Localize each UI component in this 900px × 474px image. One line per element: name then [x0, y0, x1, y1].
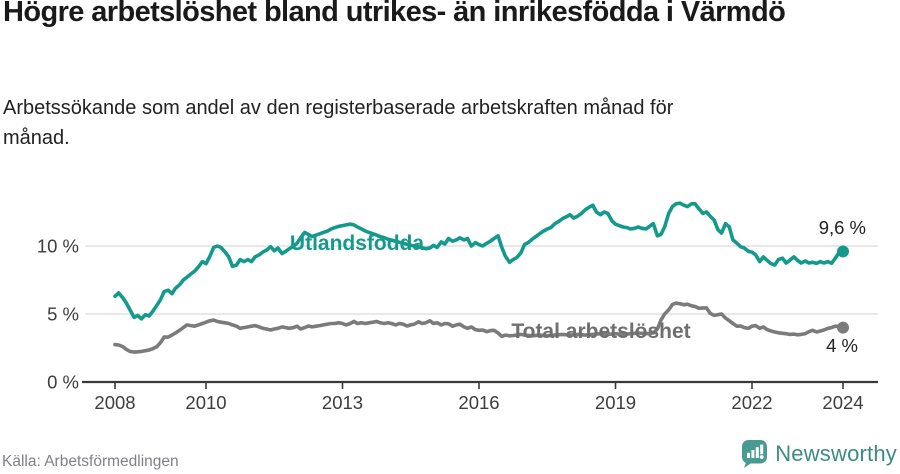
x-tick-label-2019: 2019 — [595, 392, 636, 413]
page-title: Högre arbetslöshet bland utrikes- än inr… — [3, 0, 786, 28]
source-note: Källa: Arbetsförmedlingen — [2, 453, 179, 470]
x-tick-label-2024: 2024 — [822, 392, 863, 413]
x-tick-label-2008: 2008 — [94, 392, 135, 413]
newsworthy-icon — [742, 440, 768, 468]
series-line-utlandsf-dda — [113, 201, 845, 321]
series-label-total-arbetsl-shet: Total arbetslöshet — [511, 320, 690, 343]
series-line-total-arbetsl-shet — [113, 301, 845, 354]
brand-name: Newsworthy — [775, 441, 897, 466]
series-label-utlandsf-dda: Utlandsfödda — [290, 232, 424, 255]
x-tick-label-2013: 2013 — [322, 392, 363, 413]
y-tick-label-0: 0 % — [47, 372, 79, 393]
x-tick-label-2016: 2016 — [458, 392, 499, 413]
end-value-label-total-arbetsl-shet: 4 % — [826, 335, 858, 356]
x-tick-label-2022: 2022 — [731, 392, 772, 413]
series-end-dot-utlandsf-dda — [837, 245, 849, 258]
x-tick-label-2010: 2010 — [185, 392, 226, 413]
y-tick-label-10: 10 % — [37, 236, 79, 257]
series-end-dot-total-arbetsl-shet — [837, 321, 849, 334]
chart-subtitle: Arbetssökande som andel av den registerb… — [3, 97, 674, 149]
end-value-label-utlandsf-dda: 9,6 % — [819, 217, 866, 238]
y-tick-label-5: 5 % — [47, 304, 79, 325]
newsworthy-logo[interactable]: Newsworthy — [741, 439, 897, 469]
